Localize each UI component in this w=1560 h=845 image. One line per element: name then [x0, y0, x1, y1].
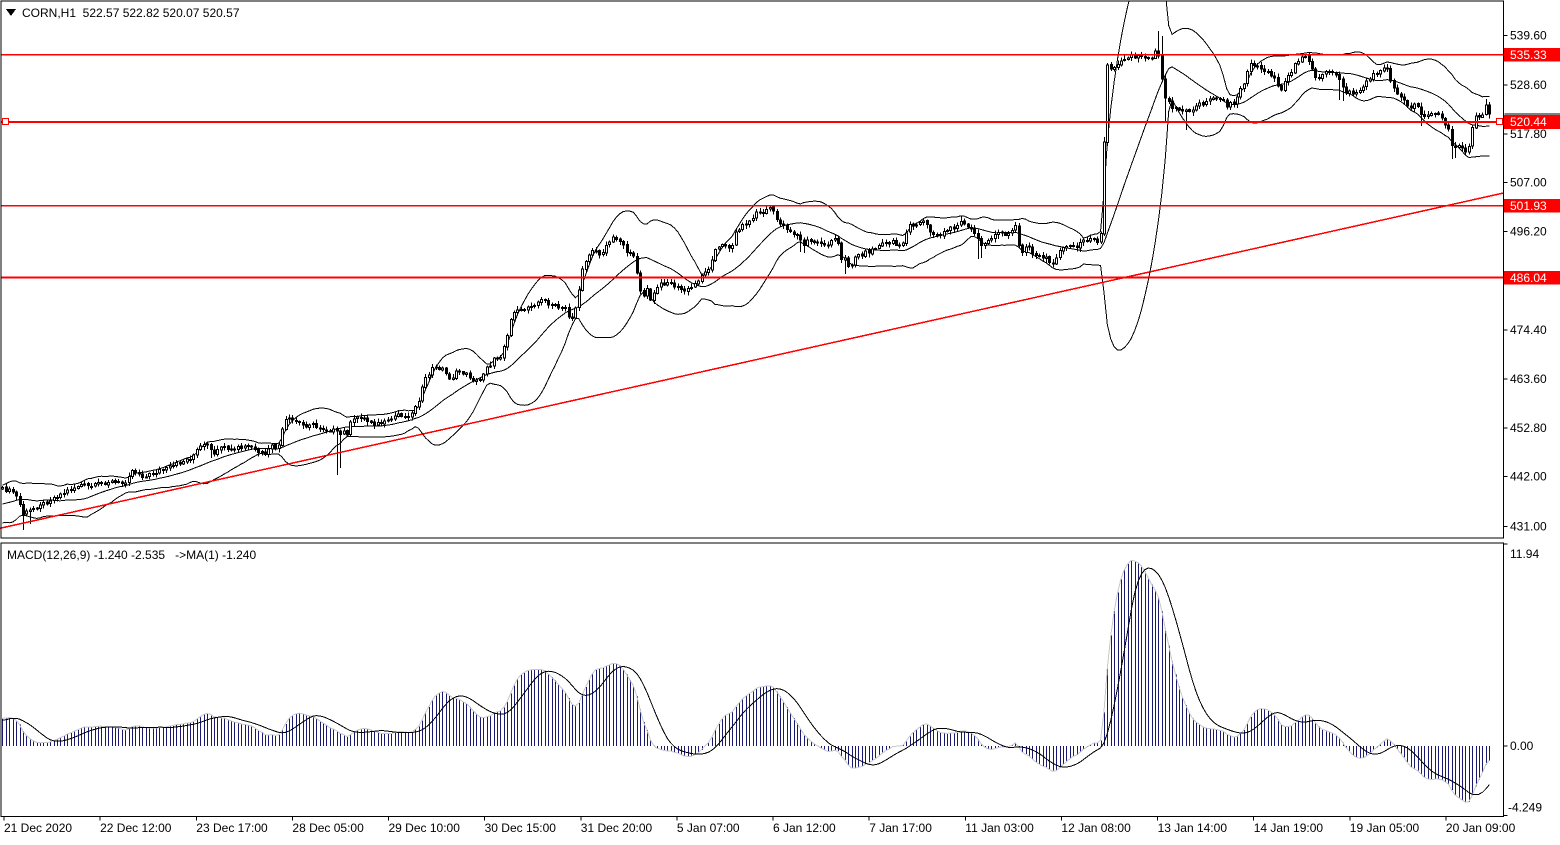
svg-text:463.60: 463.60 — [1510, 372, 1547, 386]
svg-text:14 Jan 19:00: 14 Jan 19:00 — [1254, 821, 1324, 835]
svg-text:20 Jan 09:00: 20 Jan 09:00 — [1446, 821, 1516, 835]
svg-text:0.00: 0.00 — [1510, 739, 1534, 753]
svg-text:520.44: 520.44 — [1510, 115, 1547, 129]
svg-text:486.04: 486.04 — [1510, 271, 1547, 285]
svg-text:23 Dec 17:00: 23 Dec 17:00 — [196, 821, 268, 835]
svg-text:507.00: 507.00 — [1510, 176, 1547, 190]
svg-text:496.20: 496.20 — [1510, 225, 1547, 239]
svg-text:11 Jan 03:00: 11 Jan 03:00 — [965, 821, 1034, 835]
svg-text:442.00: 442.00 — [1510, 470, 1547, 484]
svg-text:-4.249: -4.249 — [1508, 801, 1542, 815]
svg-text:19 Jan 05:00: 19 Jan 05:00 — [1350, 821, 1420, 835]
svg-text:MACD(12,26,9) -1.240 -2.535: MACD(12,26,9) -1.240 -2.535 ->MA(1) -1.2… — [7, 548, 256, 562]
svg-text:11.94: 11.94 — [1510, 547, 1539, 561]
svg-text:28 Dec 05:00: 28 Dec 05:00 — [292, 821, 364, 835]
svg-text:5 Jan 07:00: 5 Jan 07:00 — [677, 821, 740, 835]
svg-text:7 Jan 17:00: 7 Jan 17:00 — [869, 821, 932, 835]
svg-text:539.60: 539.60 — [1510, 28, 1547, 42]
svg-text:13 Jan 14:00: 13 Jan 14:00 — [1158, 821, 1228, 835]
svg-text:6 Jan 12:00: 6 Jan 12:00 — [773, 821, 836, 835]
svg-text:CORN,H1 522.57 522.82 520.07: CORN,H1 522.57 522.82 520.07 520.57 — [22, 6, 240, 20]
svg-text:30 Dec 15:00: 30 Dec 15:00 — [485, 821, 557, 835]
svg-text:31 Dec 20:00: 31 Dec 20:00 — [581, 821, 653, 835]
svg-text:528.60: 528.60 — [1510, 78, 1547, 92]
svg-text:535.33: 535.33 — [1510, 48, 1547, 62]
svg-text:501.93: 501.93 — [1510, 199, 1547, 213]
svg-text:29 Dec 10:00: 29 Dec 10:00 — [389, 821, 461, 835]
svg-text:12 Jan 08:00: 12 Jan 08:00 — [1061, 821, 1131, 835]
svg-text:431.00: 431.00 — [1510, 520, 1547, 534]
svg-text:474.40: 474.40 — [1510, 323, 1547, 337]
svg-text:452.80: 452.80 — [1510, 421, 1547, 435]
svg-text:22 Dec 12:00: 22 Dec 12:00 — [100, 821, 172, 835]
svg-text:21 Dec 2020: 21 Dec 2020 — [4, 821, 72, 835]
svg-text:517.80: 517.80 — [1510, 127, 1547, 141]
